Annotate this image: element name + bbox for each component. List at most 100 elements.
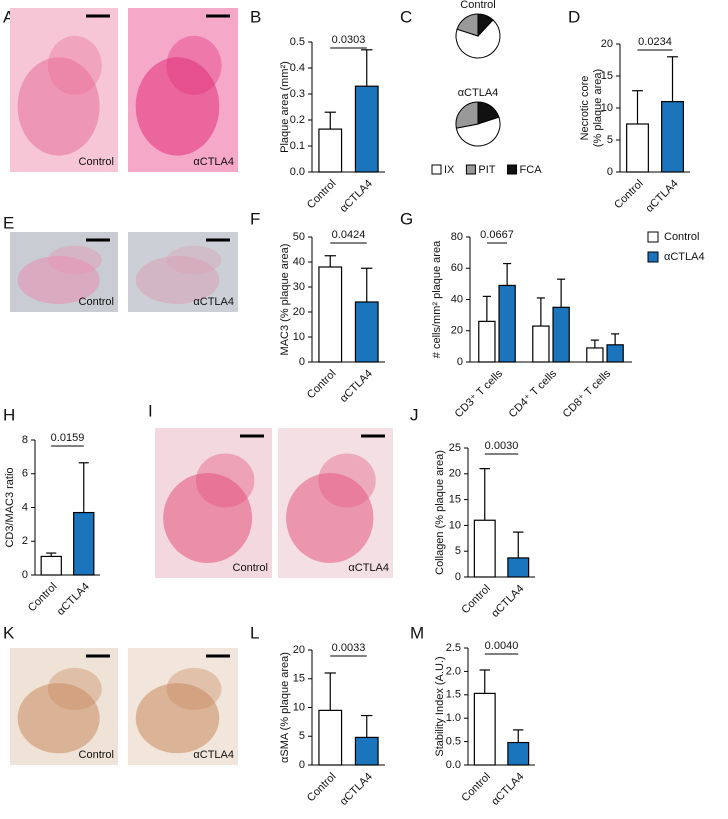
y-tick-label: 40 bbox=[293, 256, 305, 268]
legend-label: Control bbox=[664, 231, 699, 243]
x-tick-label: Control bbox=[305, 771, 339, 805]
y-tick-label: 20 bbox=[449, 468, 461, 480]
y-tick-label: 0.0 bbox=[290, 166, 305, 178]
image-label: αCTLA4 bbox=[193, 296, 234, 308]
y-tick-label: 10 bbox=[293, 701, 305, 713]
y-tick-label: 0.0 bbox=[446, 759, 461, 771]
y-tick-label: 0.3 bbox=[290, 88, 305, 100]
legend-swatch bbox=[431, 164, 442, 175]
bar bbox=[354, 85, 379, 173]
p-value: 0.0040 bbox=[485, 640, 519, 652]
tissue bbox=[17, 256, 100, 304]
y-tick-label: 1.5 bbox=[446, 689, 461, 701]
y-axis-label: Plaque area (mm²) bbox=[279, 61, 291, 153]
bar bbox=[626, 123, 649, 173]
panel-letter: G bbox=[400, 209, 413, 228]
panel-letter: E bbox=[3, 213, 14, 232]
bar bbox=[318, 709, 343, 766]
y-tick-label: 10 bbox=[601, 102, 613, 114]
p-value: 0.0667 bbox=[480, 229, 514, 241]
legend-swatch bbox=[647, 251, 659, 263]
panel-letter: M bbox=[410, 623, 424, 642]
y-tick-label: 20 bbox=[451, 325, 463, 337]
y-axis-label: Collagen (% plaque area) bbox=[434, 450, 446, 575]
panel-letter: D bbox=[568, 7, 580, 26]
y-tick-label: 2.5 bbox=[446, 642, 461, 654]
y-tick-label: 0 bbox=[22, 569, 28, 581]
tissue bbox=[166, 35, 222, 95]
p-value: 0.0303 bbox=[332, 34, 366, 46]
y-tick-label: 20 bbox=[293, 644, 305, 656]
y-tick-label: 25 bbox=[449, 442, 461, 454]
y-axis-label: (% plaque area) bbox=[592, 69, 604, 147]
panel-letter: C bbox=[400, 7, 412, 26]
bar bbox=[354, 736, 379, 766]
y-tick-label: 80 bbox=[451, 231, 463, 243]
x-tick-label: αCTLA4 bbox=[489, 583, 526, 620]
x-tick-label: Control bbox=[459, 771, 493, 805]
y-tick-label: 0 bbox=[299, 759, 305, 771]
y-tick-label: 50 bbox=[293, 231, 305, 243]
p-value: 0.0234 bbox=[638, 36, 672, 48]
panel-letter: J bbox=[410, 405, 419, 424]
y-tick-label: 0.5 bbox=[290, 36, 305, 48]
p-value: 0.0030 bbox=[485, 440, 519, 452]
y-tick-label: 15 bbox=[293, 673, 305, 685]
y-tick-label: 20 bbox=[293, 306, 305, 318]
image-label: αCTLA4 bbox=[193, 749, 234, 761]
legend-label: αCTLA4 bbox=[664, 251, 705, 263]
bar bbox=[354, 301, 379, 363]
tissue bbox=[195, 453, 255, 508]
x-tick-label: CD3⁺ T cells bbox=[453, 367, 506, 420]
p-value: 0.0033 bbox=[332, 642, 366, 654]
legend-swatch bbox=[465, 164, 476, 175]
tissue bbox=[135, 57, 220, 156]
bar bbox=[73, 511, 95, 576]
x-tick-label: αCTLA4 bbox=[489, 771, 526, 808]
bar bbox=[478, 320, 496, 363]
tissue bbox=[135, 256, 220, 304]
y-tick-label: 0 bbox=[457, 356, 463, 368]
pie-title: Control bbox=[460, 0, 495, 11]
x-tick-label: CD4⁺ T cells bbox=[507, 367, 560, 420]
y-tick-label: 15 bbox=[601, 70, 613, 82]
y-tick-label: 0.4 bbox=[290, 62, 305, 74]
y-tick-label: 10 bbox=[293, 331, 305, 343]
bar bbox=[498, 284, 516, 363]
bar bbox=[473, 519, 496, 578]
bar bbox=[318, 128, 343, 173]
legend-label: FCA bbox=[520, 164, 543, 176]
y-axis-label: Necrotic core bbox=[579, 76, 591, 141]
bar bbox=[507, 557, 530, 578]
panel-letter: I bbox=[148, 401, 153, 420]
y-tick-label: 6 bbox=[22, 468, 28, 480]
p-value: 0.0424 bbox=[332, 229, 366, 241]
panel-letter: F bbox=[250, 209, 260, 228]
pie-slice bbox=[455, 101, 479, 129]
tissue bbox=[318, 453, 376, 508]
tissue bbox=[47, 245, 102, 275]
y-tick-label: 0.2 bbox=[290, 114, 305, 126]
pie-title: αCTLA4 bbox=[458, 87, 499, 99]
legend-label: PIT bbox=[478, 164, 495, 176]
y-tick-label: 5 bbox=[299, 730, 305, 742]
y-tick-label: 15 bbox=[449, 494, 461, 506]
legend-swatch bbox=[507, 164, 518, 175]
pie-slice bbox=[455, 116, 501, 147]
pie-slice bbox=[456, 13, 479, 37]
x-tick-label: αCTLA4 bbox=[55, 581, 92, 618]
tissue bbox=[47, 35, 102, 95]
x-tick-label: αCTLA4 bbox=[643, 178, 680, 215]
y-tick-label: 2 bbox=[22, 535, 28, 547]
bar bbox=[606, 344, 624, 363]
x-tick-label: Control bbox=[305, 178, 339, 212]
bar bbox=[586, 347, 604, 363]
y-axis-label: αSMA (% plaque area) bbox=[279, 652, 291, 763]
image-label: Control bbox=[233, 562, 268, 574]
tissue bbox=[17, 683, 100, 754]
x-tick-label: αCTLA4 bbox=[338, 178, 375, 215]
y-tick-label: 60 bbox=[451, 262, 463, 274]
tissue bbox=[47, 667, 102, 711]
panel-letter: L bbox=[250, 623, 259, 642]
